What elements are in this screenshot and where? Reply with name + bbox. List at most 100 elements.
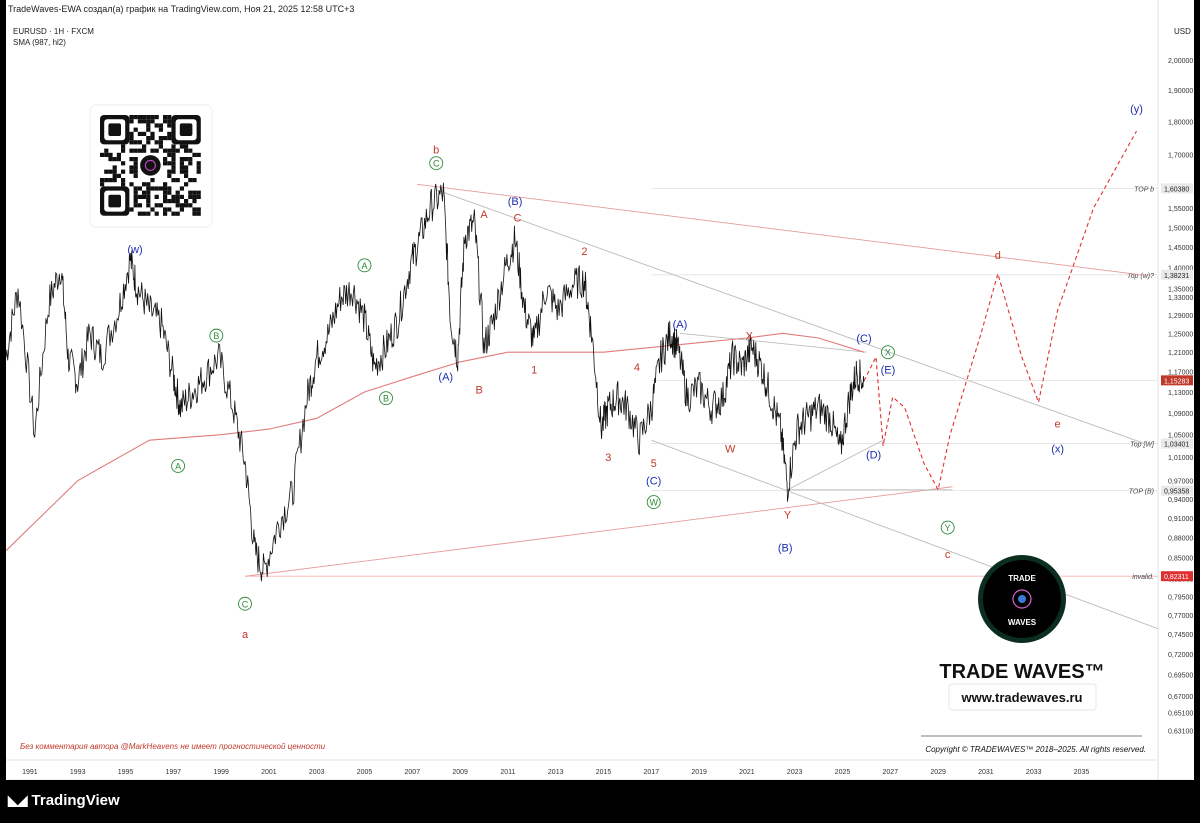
qr-module [129, 119, 134, 124]
qr-module [133, 148, 138, 153]
price-level-note: TOP b [1134, 186, 1154, 193]
qr-module [163, 136, 168, 141]
qr-module [192, 211, 197, 216]
wave-label: A [175, 461, 181, 471]
wave-label-circle [429, 156, 444, 171]
price-level-value: 1,03401 [1164, 442, 1189, 449]
qr-module [137, 140, 142, 145]
qr-module [133, 115, 138, 120]
qr-module [146, 140, 151, 145]
price-level-value: 1,38231 [1164, 273, 1189, 280]
price-level-badge [1161, 438, 1193, 449]
y-tick-label: 0,72000 [1168, 652, 1193, 659]
x-tick-label: 2015 [596, 769, 612, 776]
y-tick-label: 0,67000 [1168, 694, 1193, 701]
qr-module [108, 157, 113, 162]
x-tick-label: 2021 [739, 769, 755, 776]
trend-line [651, 439, 1159, 630]
qr-module [129, 157, 134, 162]
x-tick-label: 2019 [691, 769, 707, 776]
qr-module [163, 161, 168, 166]
chart-svg[interactable]: USD 2,00000 1,90000 1,80000 1,70000 1,55000 1,… [6, 0, 1194, 780]
y-tick-label: 0,97000 [1168, 479, 1193, 486]
qr-module [184, 173, 189, 178]
qr-module [196, 152, 201, 157]
wave-label: b [433, 144, 439, 156]
qr-module [167, 186, 172, 191]
price-level-badge [1161, 375, 1193, 386]
y-tick-label: 1,13000 [1168, 390, 1193, 397]
y-tick-label: 1,55000 [1168, 206, 1193, 213]
qr-module [167, 136, 172, 141]
price-axis-panel[interactable] [1158, 0, 1194, 780]
wave-label: C [242, 599, 249, 609]
qr-module [146, 194, 151, 199]
chart-panel[interactable]: USD 2,00000 1,90000 1,80000 1,70000 1,55000 1,… [6, 0, 1194, 780]
qr-module [184, 157, 189, 162]
qr-module [133, 165, 138, 170]
qr-finder [108, 123, 121, 136]
qr-module [179, 157, 184, 162]
tradingview-icon: ◣◢ [8, 792, 27, 808]
y-tick-label: 0,69500 [1168, 673, 1193, 680]
qr-module [192, 178, 197, 183]
qr-module [171, 148, 176, 153]
price-level-badge [1161, 269, 1193, 280]
y-tick-label: 1,90000 [1168, 88, 1193, 95]
qr-module [196, 194, 201, 199]
qr-module [146, 115, 151, 120]
x-tick-label: 2005 [357, 769, 373, 776]
x-tick-label: 2017 [644, 769, 660, 776]
wave-label: B [476, 384, 483, 396]
qr-module [137, 186, 142, 191]
x-tick-label: 1999 [213, 769, 229, 776]
qr-module [175, 194, 180, 199]
y-tick-label: 1,01000 [1168, 455, 1193, 462]
qr-module [171, 144, 176, 149]
qr-module [142, 211, 147, 216]
wave-label-circle [357, 258, 372, 273]
x-tick-label: 2007 [405, 769, 421, 776]
price-level-value: 1,15283 [1164, 378, 1189, 385]
qr-module [188, 203, 193, 208]
qr-module [116, 152, 121, 157]
tradingview-logo[interactable]: ◣◢ TradingView [8, 792, 120, 809]
y-tick-label: 0,79500 [1168, 594, 1193, 601]
qr-module [163, 194, 168, 199]
qr-module [163, 186, 168, 191]
symbol-label[interactable]: EURUSD · 1H · FXCM [13, 27, 94, 36]
qr-module [171, 199, 176, 204]
y-tick-label: 0,65100 [1168, 711, 1193, 718]
qr-module [142, 144, 147, 149]
y-tick-label: 0,88000 [1168, 535, 1193, 542]
qr-module [129, 140, 134, 145]
qr-module [184, 203, 189, 208]
wave-label-circle [171, 458, 186, 473]
qr-module [137, 148, 142, 153]
y-tick-label: 1,05000 [1168, 433, 1193, 440]
wave-label-circle [209, 328, 224, 343]
x-tick-label: 1995 [118, 769, 134, 776]
qr-module [154, 123, 159, 128]
wave-label: B [213, 331, 219, 341]
qr-module [133, 140, 138, 145]
qr-module [188, 178, 193, 183]
qr-module [129, 131, 134, 136]
qr-module [163, 190, 168, 195]
wave-label: a [242, 629, 249, 641]
x-tick-label: 2013 [548, 769, 564, 776]
wave-label: (A) [438, 372, 453, 384]
y-tick-label: 0,85000 [1168, 556, 1193, 563]
wave-label: (E) [881, 364, 896, 376]
indicator-label[interactable]: SMA (987, hl2) [13, 38, 66, 47]
qr-module [171, 165, 176, 170]
qr-module [179, 165, 184, 170]
qr-module [150, 136, 155, 141]
qr-module [171, 157, 176, 162]
y-tick-label: 1,17000 [1168, 370, 1193, 377]
wave-label: (C) [856, 333, 871, 345]
qr-module [175, 203, 180, 208]
qr-module [112, 157, 117, 162]
forecast-path [863, 130, 1137, 492]
x-tick-label: 2003 [309, 769, 325, 776]
